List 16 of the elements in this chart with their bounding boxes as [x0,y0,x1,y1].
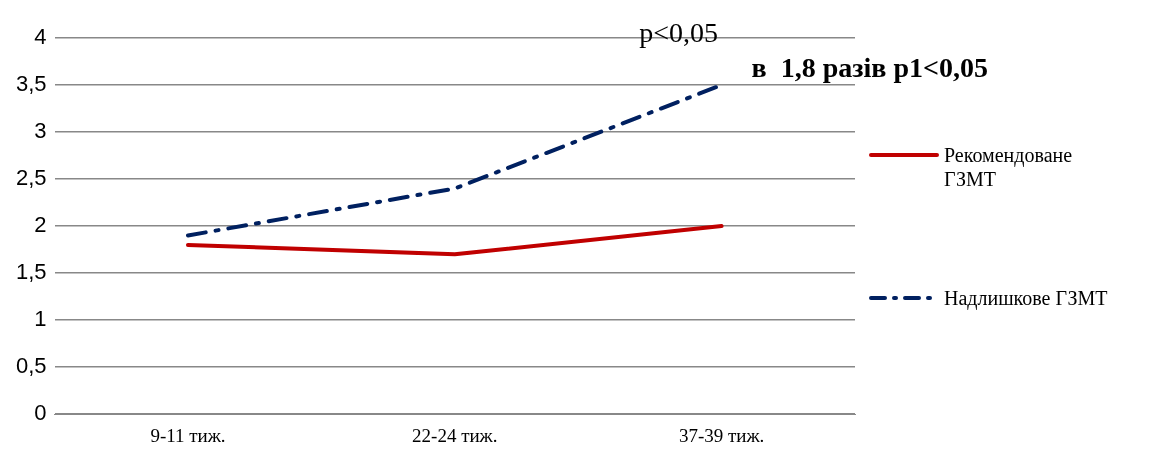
legend-label: Надлишкове ГЗМТ [944,286,1109,310]
x-tick-label: 37-39 тиж. [678,424,765,446]
y-tick-label: 1 [34,306,47,332]
y-tick-label: 3,5 [15,71,47,97]
y-tick-label: 2,5 [15,165,47,191]
y-tick-label: 1,5 [15,259,47,285]
annotation: p<0,05 [639,17,718,49]
y-tick-label: 0 [34,400,47,426]
annotation: в 1,8 разів р1<0,05 [751,52,988,84]
x-tick-label: 9-11 тиж. [150,424,226,446]
x-tick-label: 22-24 тиж. [412,424,498,446]
y-tick-label: 0,5 [15,353,47,379]
y-tick-label: 3 [34,118,47,144]
legend-label: Рекомендоване ГЗМТ [944,143,1074,191]
y-tick-label: 2 [34,212,47,238]
y-tick-label: 4 [34,24,47,50]
